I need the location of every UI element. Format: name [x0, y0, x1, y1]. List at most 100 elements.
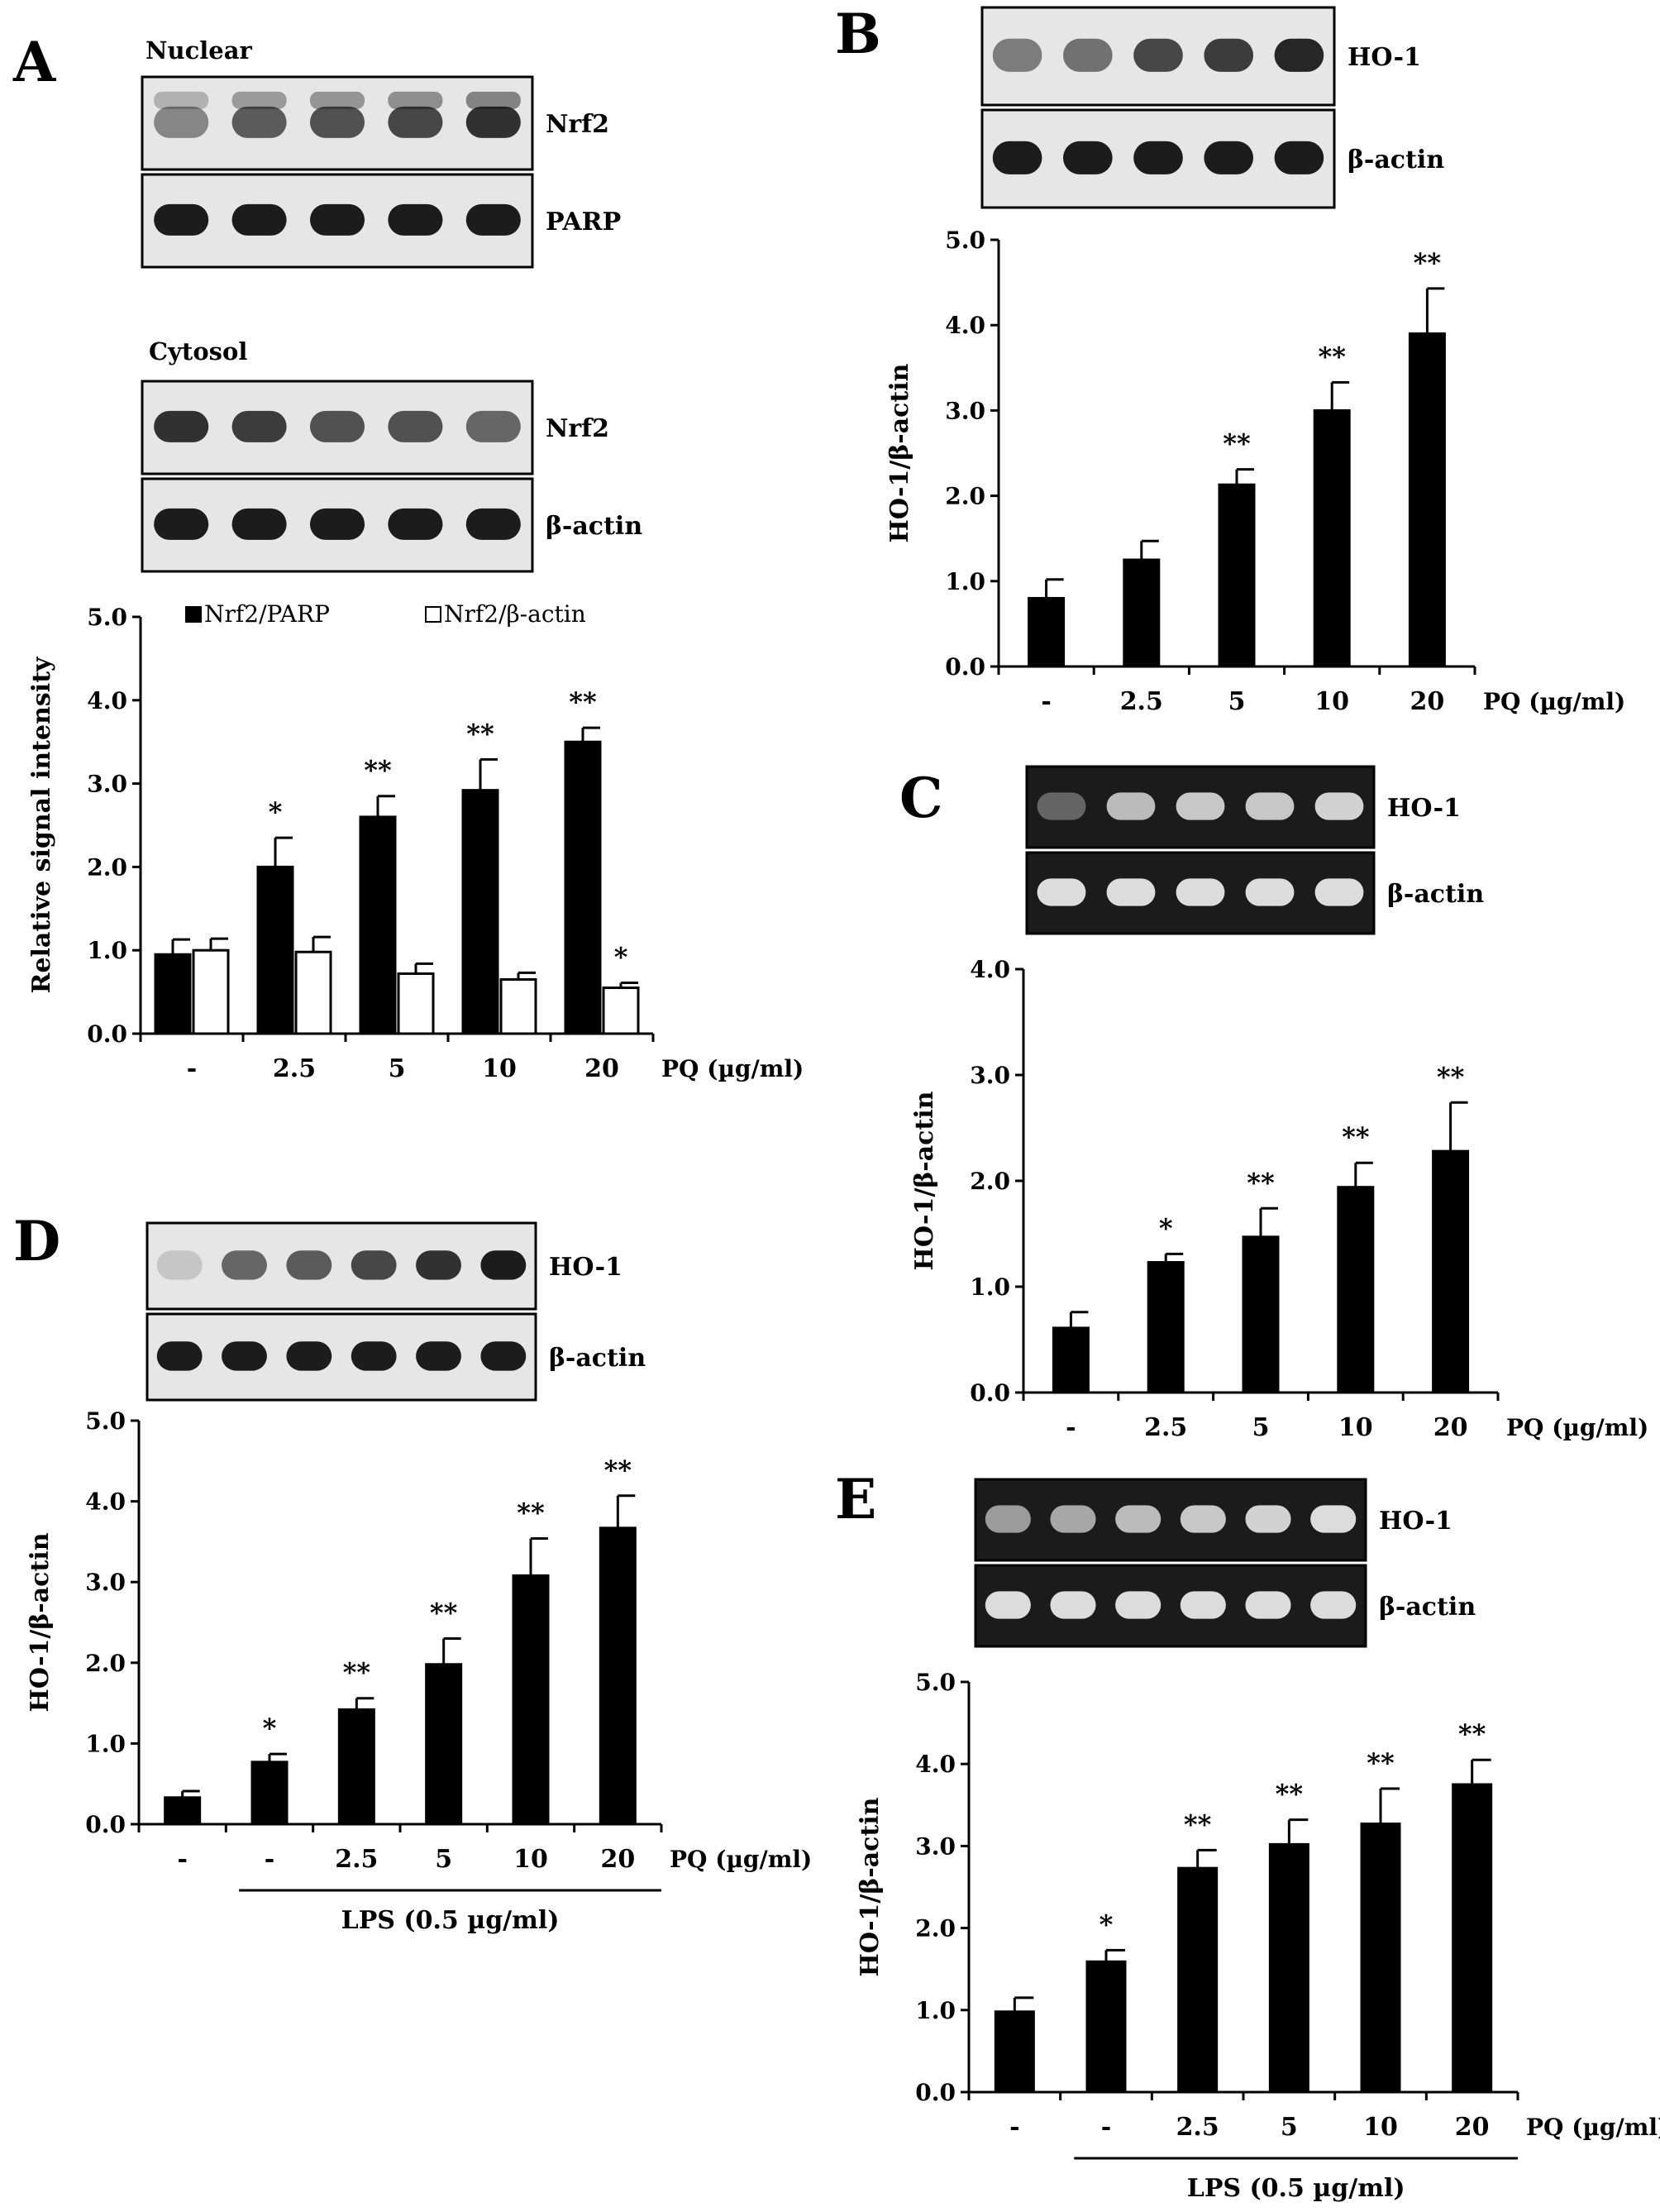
significance-label: **	[1247, 1167, 1275, 1198]
band	[1176, 878, 1225, 906]
significance-label: **	[1414, 247, 1442, 279]
bar	[994, 2010, 1035, 2094]
bar	[192, 948, 230, 1035]
band	[1314, 792, 1364, 820]
x-tick-label: 5	[1228, 687, 1246, 716]
bar	[1432, 1149, 1470, 1394]
bar	[1147, 1261, 1185, 1394]
band	[1310, 1505, 1357, 1533]
x-tick-label: 20	[1433, 1413, 1468, 1442]
bar	[1360, 1823, 1401, 2094]
band	[351, 1341, 397, 1371]
bar	[1085, 1960, 1127, 2094]
group-label: LPS (0.5 µg/ml)	[1187, 2174, 1405, 2203]
y-tick-label: 1.0	[87, 937, 127, 964]
band	[1204, 38, 1254, 72]
y-tick-label: 5.0	[915, 1669, 956, 1696]
band	[1133, 141, 1183, 174]
blot-lane-label: PARP	[546, 208, 621, 236]
blot-title-nuclear: Nuclear	[145, 36, 252, 64]
bar	[602, 987, 640, 1035]
significance-label: **	[1342, 1121, 1370, 1153]
blot-strip	[974, 1564, 1367, 1648]
y-tick-label: 3.0	[945, 397, 985, 424]
band	[154, 508, 209, 540]
y-tick-label: 2.0	[85, 1650, 126, 1677]
band	[465, 106, 521, 138]
chart-d: 0.0 1.0 2.0 3.0 4.0 5.0 - - 2.5 5 10 20 PQ (µg/ml) HO…	[26, 1407, 812, 1935]
band	[154, 410, 209, 442]
bar	[564, 740, 602, 1035]
bar	[337, 1708, 375, 1826]
blot-nuclear: Nrf2 PARP	[141, 75, 621, 269]
y-tick-label: 2.0	[970, 1168, 1010, 1195]
band	[156, 1341, 203, 1371]
y-tick-label: 1.0	[915, 1997, 956, 2024]
blot-lane-label: β-actin	[1387, 880, 1484, 909]
band	[1176, 792, 1225, 820]
significance-label: **	[1276, 1779, 1304, 1810]
x-tick-label: 2.5	[1120, 687, 1163, 716]
band	[1037, 878, 1086, 906]
y-tick-label: 0.0	[945, 653, 985, 681]
significance-label: **	[569, 686, 597, 718]
band	[388, 106, 443, 138]
band	[286, 1250, 332, 1280]
band	[1062, 141, 1113, 174]
band	[465, 203, 521, 236]
y-tick-label: 0.0	[87, 1020, 127, 1048]
panel-letter-d: D	[13, 1209, 61, 1273]
panel-letter-a: A	[13, 30, 56, 94]
bar	[1123, 558, 1161, 668]
band	[465, 410, 521, 442]
band	[309, 106, 365, 138]
band	[231, 106, 287, 138]
band	[1037, 792, 1086, 820]
blot-lane-label: HO-1	[549, 1253, 622, 1282]
y-tick-label: 1.0	[970, 1273, 1010, 1301]
legend-swatch	[425, 606, 441, 623]
band	[985, 1591, 1031, 1619]
y-tick-label: 0.0	[85, 1811, 126, 1838]
x-tick-label: 2.5	[1144, 1413, 1187, 1442]
band	[231, 410, 287, 442]
group-label: LPS (0.5 µg/ml)	[341, 1906, 560, 1935]
band	[1314, 878, 1364, 906]
band	[1180, 1505, 1226, 1533]
y-axis-label: HO-1/β-actin	[885, 363, 914, 542]
bar	[1408, 332, 1446, 668]
blot-title-cytosol: Cytosol	[149, 337, 248, 365]
x-tick-label: 10	[482, 1054, 517, 1083]
bar	[1337, 1186, 1375, 1394]
chart-e: 0.0 1.0 2.0 3.0 4.0 5.0 - - 2.5 5 10 20 PQ (µg/ml) HO…	[856, 1669, 1660, 2203]
band	[351, 1250, 397, 1280]
band	[1133, 38, 1183, 72]
bar	[1268, 1842, 1309, 2094]
band	[416, 1250, 461, 1280]
x-tick-label: 20	[600, 1845, 635, 1874]
significance-label: **	[364, 755, 392, 786]
band	[1115, 1505, 1162, 1533]
x-tick-label: 10	[1314, 687, 1349, 716]
x-unit-label: PQ (µg/ml)	[1526, 2114, 1660, 2141]
y-axis-label: HO-1/β-actin	[26, 1532, 55, 1712]
panel-letter-b: B	[835, 2, 881, 66]
bar	[397, 972, 435, 1035]
significance-label: **	[517, 1497, 545, 1528]
x-tick-label: -	[1041, 687, 1051, 716]
bar	[1052, 1326, 1090, 1394]
significance-label: **	[1318, 341, 1346, 372]
x-tick-label: -	[1009, 2113, 1019, 2142]
y-tick-label: 4.0	[87, 687, 127, 714]
band	[1062, 38, 1113, 72]
band	[309, 203, 365, 236]
band	[156, 1250, 203, 1280]
band	[309, 508, 365, 540]
band	[1204, 141, 1254, 174]
significance-label: **	[1184, 1808, 1212, 1840]
significance-label: **	[1458, 1718, 1486, 1750]
bar	[154, 953, 192, 1035]
significance-label: *	[1100, 1909, 1114, 1940]
legend-swatch	[185, 606, 202, 623]
y-tick-label: 0.0	[915, 2079, 956, 2106]
